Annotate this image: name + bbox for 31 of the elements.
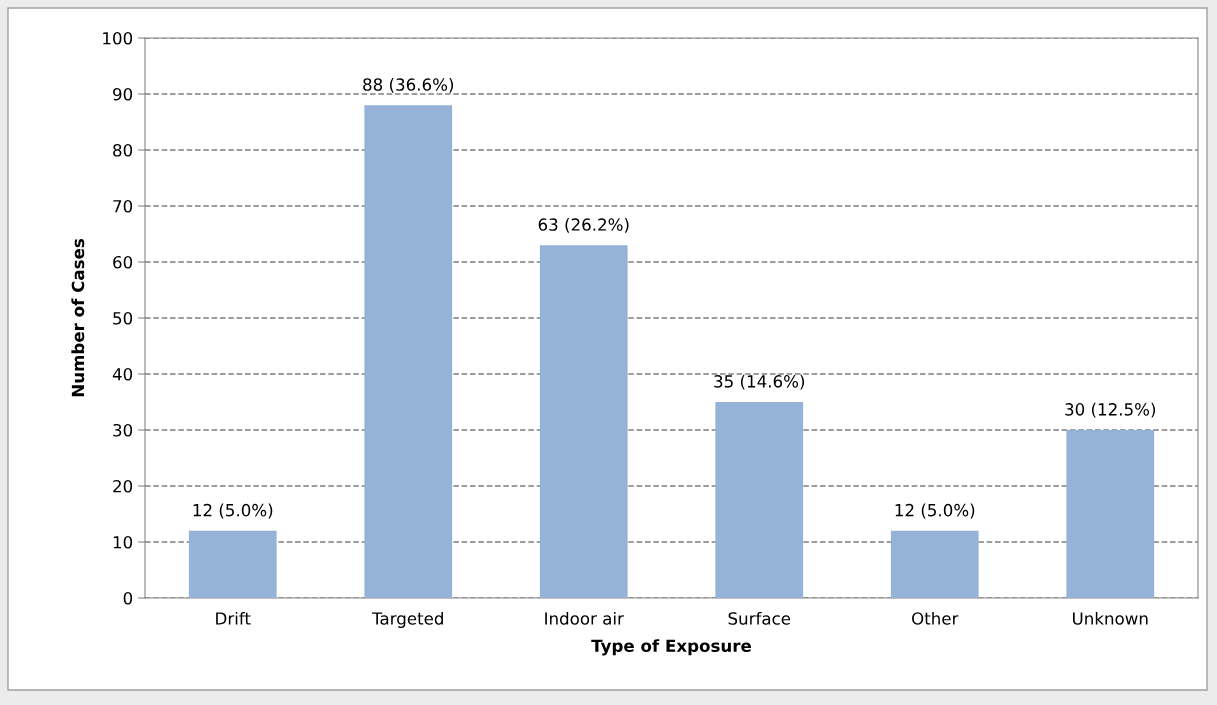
y-tick-label: 0 <box>123 591 133 605</box>
y-tick-label: 50 <box>113 311 133 325</box>
x-tick-label: Indoor air <box>545 611 624 625</box>
y-tick-label: 10 <box>113 535 133 549</box>
y-axis-title: Number of Cases <box>71 239 85 397</box>
x-tick-label: Other <box>912 611 959 625</box>
y-tick-label: 80 <box>113 143 133 157</box>
x-tick-label: Unknown <box>1073 611 1148 625</box>
x-tick-label: Drift <box>216 611 251 625</box>
data-label: 35 (14.6%) <box>714 374 805 390</box>
x-tick-label: Surface <box>728 611 791 625</box>
y-tick-label: 40 <box>112 367 133 381</box>
bar <box>715 402 804 598</box>
y-tick-label: 60 <box>113 255 133 269</box>
x-tick-label: Targeted <box>372 611 443 629</box>
bar <box>1066 430 1155 598</box>
y-tick-label: 30 <box>113 423 133 437</box>
x-axis-title: Type of Exposure <box>591 639 751 656</box>
data-label: 30 (12.5%) <box>1065 402 1156 418</box>
y-tick-label: 100 <box>103 31 133 45</box>
data-label: 88 (36.6%) <box>363 77 454 93</box>
data-label: 12 (5.0%) <box>193 503 273 519</box>
bar <box>364 105 453 598</box>
bar <box>188 530 277 598</box>
data-label: 63 (26.2%) <box>538 217 629 233</box>
bar <box>539 245 628 598</box>
bar <box>890 530 979 598</box>
y-tick-label: 90 <box>113 87 133 101</box>
y-tick-label: 20 <box>113 479 133 493</box>
data-label: 12 (5.0%) <box>895 503 975 519</box>
y-tick-label: 70 <box>113 199 133 213</box>
